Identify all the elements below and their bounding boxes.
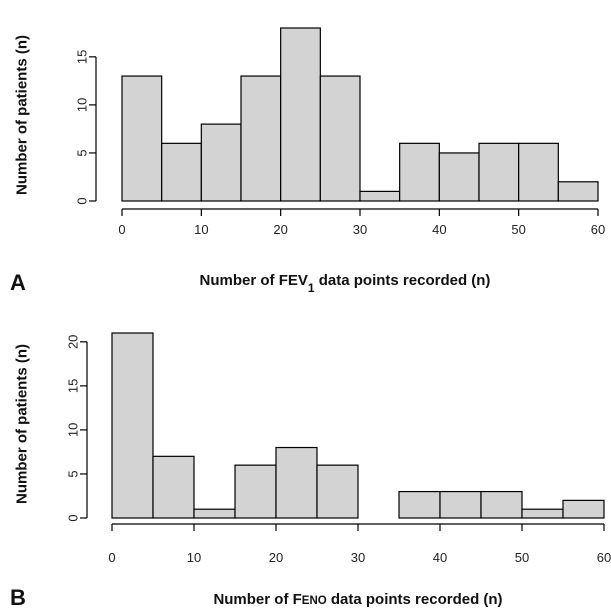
histogram-bar — [359, 190, 401, 202]
histogram-bar — [111, 332, 154, 519]
histogram-bar — [121, 75, 163, 202]
histogram-bar — [161, 142, 202, 202]
y-tick-label: 0 — [66, 514, 81, 521]
y-tick-label: 20 — [66, 335, 81, 349]
panel-letter: A — [10, 270, 26, 295]
histogram-bar — [562, 499, 605, 519]
panel-b-histogram: 0 5 10 15 20 0 10 20 30 40 50 60 Number of patients … — [10, 332, 611, 610]
histogram-bar — [240, 75, 282, 202]
x-tick-label: 20 — [269, 550, 283, 565]
histogram-bar — [399, 142, 440, 202]
histogram-bar — [280, 27, 321, 202]
panel-letter: B — [10, 585, 26, 610]
y-tick-label: 10 — [75, 98, 90, 112]
histogram-bar — [200, 123, 242, 202]
histogram-bar — [557, 181, 599, 202]
histogram-bar — [480, 490, 523, 519]
y-tick-label: 0 — [75, 197, 90, 204]
y-axis-title: Number of patients (n) — [14, 35, 31, 195]
histogram-bar — [152, 455, 195, 519]
x-tick-label: 10 — [194, 222, 208, 237]
x-tick-label: 30 — [351, 550, 365, 565]
histogram-bar — [316, 464, 359, 519]
y-tick-label: 5 — [66, 470, 81, 477]
x-tick-label: 60 — [597, 550, 611, 565]
histogram-bar — [319, 75, 361, 202]
histogram-bar — [398, 490, 441, 519]
histogram-bar — [234, 464, 277, 519]
x-tick-label: 40 — [432, 222, 446, 237]
histogram-bar — [438, 152, 480, 202]
histogram-bar — [478, 142, 520, 202]
x-tick-label: 10 — [187, 550, 201, 565]
x-tick-label: 50 — [515, 550, 529, 565]
x-tick-label: 20 — [273, 222, 287, 237]
histogram-bar — [275, 446, 318, 519]
y-tick-label: 15 — [75, 50, 90, 64]
y-axis-title: Number of patients (n) — [14, 344, 31, 504]
x-tick-label: 50 — [511, 222, 525, 237]
histogram-bar — [518, 142, 559, 202]
histogram-bar — [193, 508, 236, 519]
x-axis-title: Number of FENO data points recorded (n) — [213, 591, 502, 608]
x-axis-title: Number of FEV1 data points recorded (n) — [200, 272, 491, 295]
x-tick-label: 30 — [353, 222, 367, 237]
y-tick-label: 10 — [66, 423, 81, 437]
x-tick-label: 40 — [433, 550, 447, 565]
x-tick-label: 0 — [108, 550, 115, 565]
histogram-bar — [521, 508, 564, 519]
x-tick-label: 60 — [591, 222, 605, 237]
y-tick-label: 5 — [75, 149, 90, 156]
histogram-bar — [439, 490, 482, 519]
panel-a-histogram: 0 5 10 15 0 10 20 30 40 50 60 Number of patients (n… — [10, 27, 605, 295]
x-tick-label: 0 — [118, 222, 125, 237]
y-tick-label: 15 — [66, 379, 81, 393]
